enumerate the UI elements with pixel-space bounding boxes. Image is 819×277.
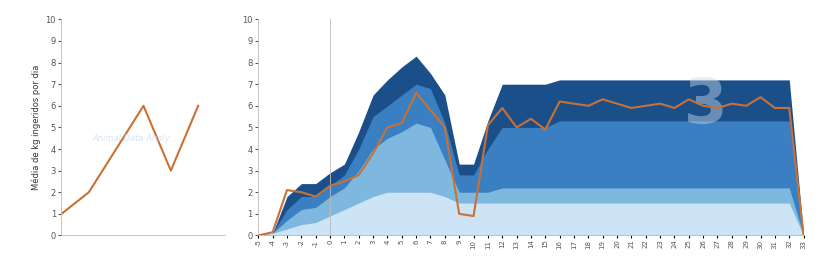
Y-axis label: Média de kg ingeridos por dia: Média de kg ingeridos por dia (32, 65, 41, 190)
Text: 3: 3 (683, 76, 726, 136)
Text: Animal Data Analy...: Animal Data Analy... (93, 134, 178, 143)
